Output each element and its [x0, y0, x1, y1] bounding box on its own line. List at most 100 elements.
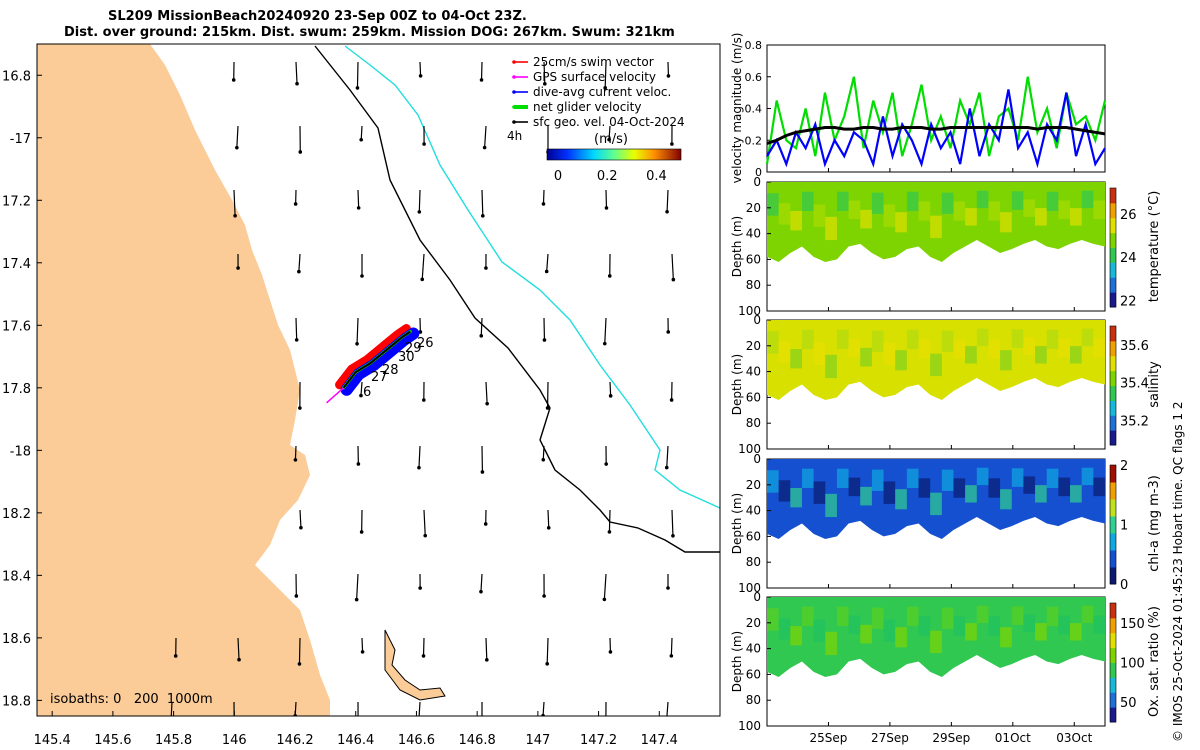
- surface-vector-head: [420, 277, 425, 282]
- map-y-tick-label: 18.8: [2, 694, 31, 709]
- colorbar-segment: [1110, 603, 1116, 619]
- surface-vector: [484, 125, 487, 148]
- colorbar-tick-label: 0: [1120, 578, 1128, 593]
- surface-vector-head: [727, 334, 731, 338]
- section-patch: [1081, 190, 1094, 209]
- section-patch: [1070, 623, 1082, 641]
- surface-vector-head: [608, 650, 613, 654]
- surface-vector-head: [356, 206, 361, 210]
- surface-vector-head: [545, 406, 550, 410]
- section-patch: [836, 606, 849, 627]
- section-patch: [848, 477, 861, 497]
- section-patch: [965, 346, 977, 364]
- surface-vector-head: [231, 78, 236, 82]
- section-patch: [1035, 346, 1047, 364]
- surface-vector-head: [421, 654, 426, 658]
- section-patch: [860, 624, 872, 644]
- section-patch: [1058, 615, 1071, 635]
- section-patch: [836, 191, 849, 212]
- colorbar-segment: [1110, 533, 1116, 551]
- map-y-tick-label: 16.8: [2, 69, 31, 84]
- colorbar-segment: [1110, 617, 1116, 634]
- section-patch: [801, 606, 814, 627]
- map-x-tick-label: 147.4: [641, 733, 678, 748]
- depth-y-tick-label: 80: [746, 693, 761, 707]
- section-patch: [1023, 476, 1036, 494]
- section-patch: [976, 467, 989, 486]
- colorbar-tick-label: 35.4: [1120, 377, 1149, 392]
- surface-vector-head: [173, 654, 178, 658]
- surface-vector-head: [359, 137, 363, 142]
- surface-vector-head: [295, 81, 299, 86]
- depth-y-tick-label: 20: [746, 201, 761, 215]
- section-patch: [965, 623, 977, 641]
- depth-panel: 0 20 40 60 80 100 Depth (m) 0 1 2 chl-a (mg m-3): [730, 452, 1162, 595]
- surface-vector-head: [356, 462, 361, 466]
- colorbar-segment: [1110, 247, 1116, 263]
- colorbar-segment: [1110, 277, 1116, 293]
- legend-swatch-head: [512, 120, 516, 124]
- surface-vector: [603, 573, 607, 600]
- time-tick-label: 03Oct: [1056, 731, 1092, 745]
- colorbar-segment: [1110, 662, 1116, 678]
- legend-swatch-head: [512, 105, 516, 109]
- section-patch: [801, 191, 814, 212]
- section-patch: [871, 330, 884, 352]
- surface-vector-head: [541, 457, 546, 462]
- map-y-tick-label: -17: [10, 132, 31, 147]
- map-x-tick-label: 145.6: [94, 733, 131, 748]
- surface-vector: [609, 381, 612, 396]
- surface-vector: [356, 317, 359, 344]
- surface-vector-head: [484, 266, 488, 270]
- colorbar-label: Ox. sat. ratio (%): [1147, 606, 1162, 717]
- surface-vector: [357, 189, 360, 208]
- section-patch: [930, 492, 942, 516]
- surface-vector-head: [671, 534, 675, 538]
- section-patch: [1046, 191, 1059, 212]
- section-patch: [895, 212, 907, 233]
- depth-y-tick-label: 100: [738, 719, 761, 733]
- surface-vector-head: [298, 406, 302, 410]
- surface-vector: [295, 61, 298, 84]
- section-patch: [918, 201, 931, 221]
- surface-vector: [356, 61, 359, 88]
- section-patch: [813, 342, 826, 365]
- section-patch: [1023, 199, 1036, 217]
- section-patch: [1011, 606, 1024, 625]
- section-patch: [778, 480, 791, 502]
- colorbar-tick-label: 2: [1120, 459, 1128, 474]
- colorbar-tick-label: 0.2: [597, 169, 618, 184]
- surface-vector: [419, 61, 422, 76]
- surface-vector-head: [664, 465, 669, 470]
- surface-vector: [666, 189, 669, 212]
- surface-vector-head: [545, 662, 549, 666]
- section-patch: [848, 615, 861, 635]
- surface-vector-head: [666, 330, 671, 334]
- velocity-y-tick-label: 0.4: [745, 103, 763, 116]
- colorbar-frame: [1109, 325, 1117, 446]
- colorbar-tick-label: 150: [1120, 617, 1145, 632]
- surface-vector: [423, 509, 426, 536]
- depth-panel: 0 20 40 60 80 100 Depth (m) 22 24 26 temperature (…: [730, 175, 1162, 318]
- section-patch: [767, 608, 779, 631]
- time-tick-label: 29Sep: [932, 731, 970, 745]
- section-patch: [941, 607, 954, 629]
- surface-vector: [546, 253, 549, 272]
- section-patch: [883, 481, 896, 504]
- surface-vector-head: [480, 726, 484, 730]
- velocity-axes: [766, 44, 1106, 173]
- isobath-200m: [314, 45, 720, 553]
- surface-vector: [670, 637, 673, 656]
- velocity-y-tick-label: 0: [755, 166, 762, 179]
- section-patch: [767, 470, 779, 493]
- depth-y-tick-label: 60: [746, 667, 761, 681]
- surface-vector-head: [607, 530, 612, 534]
- surface-vector: [608, 509, 611, 532]
- surface-vector: [542, 189, 545, 204]
- day-label: 6: [363, 385, 371, 400]
- map-y-tick-label: 18.2: [2, 507, 31, 522]
- depth-y-tick-label: 20: [746, 339, 761, 353]
